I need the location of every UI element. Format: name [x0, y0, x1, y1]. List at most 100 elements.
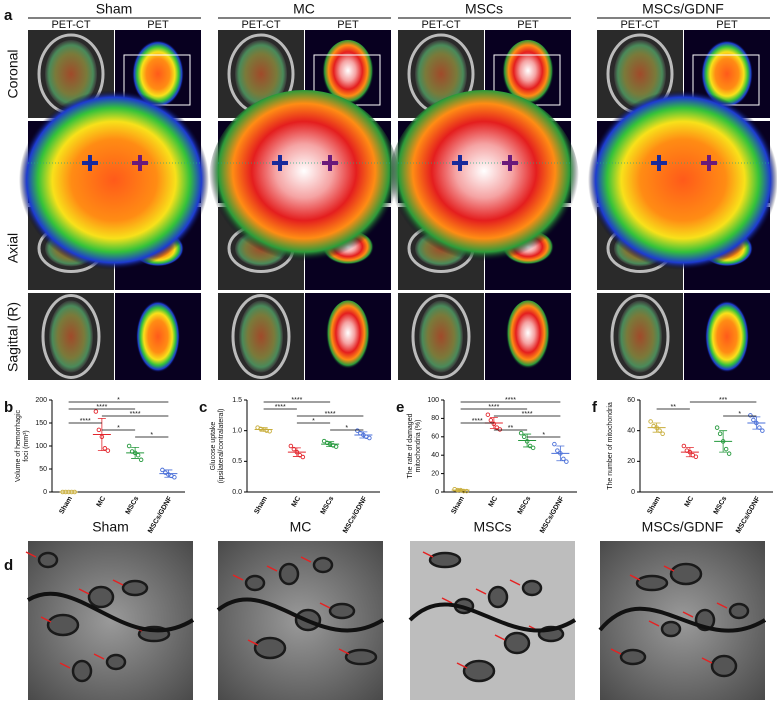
data-point [367, 435, 372, 441]
data-point [748, 413, 753, 418]
x-tick-label: MC [96, 495, 108, 508]
uptake [45, 40, 97, 108]
significance-label: **** [472, 418, 483, 425]
significance-label: * [345, 425, 348, 432]
error-bar [719, 430, 728, 453]
data-point [333, 444, 339, 449]
mitochondrion [71, 659, 93, 683]
x-tick-label: MC [684, 495, 696, 508]
roi-cross [132, 155, 148, 171]
y-axis-label: foci (mm³) [23, 430, 30, 462]
arrow [648, 620, 660, 627]
roi-cross [452, 155, 468, 171]
data-point [552, 441, 557, 447]
roi-cross [272, 155, 288, 171]
uptake [502, 40, 554, 108]
significance-label: * [312, 418, 315, 425]
mitochondrion [253, 636, 287, 660]
y-tick-label: 60 [627, 397, 635, 404]
arrow [59, 662, 71, 669]
group-header: MC [293, 1, 315, 17]
mitochondrion [87, 585, 115, 609]
data-point [291, 446, 297, 452]
arrow [494, 634, 506, 641]
x-tick-label: MSCs [320, 495, 336, 515]
group-header: Sham [92, 519, 129, 535]
y-tick-label: 0 [435, 489, 439, 496]
mitochondrion [669, 562, 703, 586]
panel-label: b [4, 399, 13, 416]
x-tick-label: MSCs/GDNF [735, 495, 762, 535]
row-label: Sagittal (R) [5, 302, 21, 372]
y-tick-label: 0 [631, 489, 635, 496]
significance-label: **** [522, 411, 533, 418]
modality-header: PET-CT [620, 19, 659, 31]
data-point [717, 431, 723, 436]
group-header: MC [290, 519, 312, 535]
data-point [135, 452, 141, 458]
error-bar [359, 431, 368, 439]
panel-label: e [396, 399, 404, 416]
x-tick-label: MSCs/GDNF [539, 495, 566, 535]
x-tick-label: MSCs/GDNF [342, 495, 369, 535]
row-label: Axial [5, 233, 21, 263]
y-axis-label: The rate of damaged [407, 413, 414, 478]
mitochondrion [503, 631, 531, 655]
significance-label: * [117, 425, 120, 432]
error-bar [326, 441, 335, 448]
data-point [518, 430, 524, 436]
arrow [25, 551, 37, 558]
y-tick-label: 100 [427, 397, 439, 404]
arrow [509, 579, 521, 586]
mitochondrion [462, 659, 496, 683]
group-header: MSCs/GDNF [642, 1, 724, 17]
data-point [102, 446, 108, 451]
arrow [40, 616, 52, 623]
y-tick-label: 1.5 [232, 397, 242, 404]
data-point [355, 428, 360, 433]
roi-cross [322, 155, 338, 171]
significance-label: **** [96, 404, 107, 411]
data-point [264, 428, 269, 433]
data-point [660, 431, 665, 436]
modality-header: PET [517, 19, 539, 31]
row-label: Coronal [5, 49, 21, 98]
membrane [598, 606, 767, 633]
mitochondrion [635, 574, 669, 592]
data-point [751, 417, 756, 423]
x-tick-label: Sham [450, 495, 466, 515]
arrow [475, 588, 487, 595]
uptake [419, 300, 463, 373]
arrow [422, 551, 434, 558]
arrow [78, 588, 90, 595]
error-bar [685, 447, 694, 458]
mitochondrion [278, 562, 300, 586]
uptake [49, 300, 93, 373]
uptake [506, 300, 550, 373]
y-tick-label: 40 [431, 452, 439, 459]
arrow [93, 653, 105, 660]
y-tick-label: 60 [431, 434, 439, 441]
y-tick-label: 40 [627, 428, 635, 435]
significance-label: * [150, 432, 153, 439]
y-tick-label: 0.0 [232, 489, 242, 496]
y-axis-label: The number of mitochondria [607, 402, 614, 490]
significance-label: *** [719, 397, 727, 404]
mitochondrion [312, 556, 334, 574]
error-bar [97, 418, 106, 451]
y-tick-label: 20 [627, 458, 635, 465]
uptake [322, 40, 374, 108]
roi-cross [502, 155, 518, 171]
arrow [682, 611, 694, 618]
arrow [716, 602, 728, 609]
y-tick-label: 50 [39, 466, 47, 473]
error-bar [652, 422, 661, 433]
membrane [408, 602, 577, 633]
mitochondrion [521, 579, 543, 597]
zoom-uptake [209, 90, 399, 270]
significance-label: **** [275, 404, 286, 411]
arrow [247, 639, 259, 646]
significance-label: **** [505, 397, 516, 404]
data-point [488, 417, 494, 423]
